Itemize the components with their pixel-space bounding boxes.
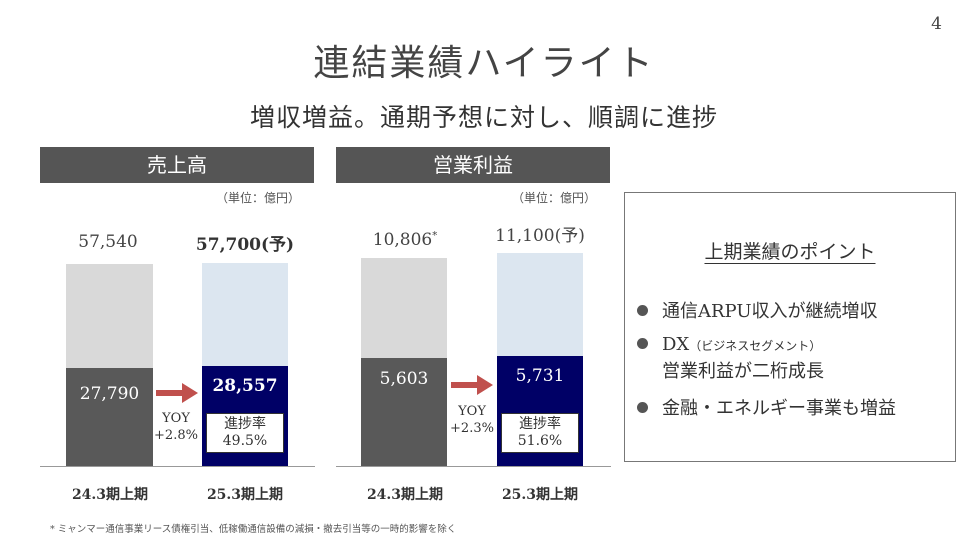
point-item-1: 通信ARPU収入が継続増収 [637,297,878,323]
op-income-prior-total-note: * [432,230,438,242]
op-income-progress-value: 51.6% [517,433,563,449]
sales-prior-h1-bar [66,368,153,466]
op-income-growth-arrow-icon [451,375,493,395]
sales-current-label: 25.3期上期 [206,487,284,503]
op-income-header: 営業利益 [336,147,610,183]
sales-prior-label: 24.3期上期 [71,487,149,503]
op-income-prior-h1-value: 5,603 [379,369,429,389]
page-subtitle: 増収増益。通期予想に対し、順調に進捗 [249,103,718,132]
sales-baseline [40,466,315,467]
op-income-progress-label: 進捗率 [519,416,561,432]
point-item-2: DX（ビジネスセグメント） 営業利益が二桁成長 [637,334,824,383]
sales-progress-value: 49.5% [222,433,268,449]
sales-prior-total: 57,540 [78,232,138,252]
op-income-yoy: YOY +2.3% [446,403,498,437]
op-income-prior-label: 24.3期上期 [366,487,444,503]
sales-header: 売上高 [40,147,314,183]
sales-progress-label: 進捗率 [224,416,266,432]
footnote: * ミャンマー通信事業リース債権引当、低稼働通信設備の減損・撤去引当等の一時的影… [50,524,457,535]
sales-growth-arrow-icon [156,383,198,403]
point-item-3: 金融・エネルギー事業も増益 [637,394,896,420]
op-income-unit-label: （単位：億円） [512,191,597,205]
op-income-current-total: 11,100(予) [495,226,585,246]
point-item-3-text: 金融・エネルギー事業も増益 [662,398,896,419]
op-income-current-label: 25.3期上期 [501,487,579,503]
bullet-icon [637,401,648,413]
point-item-2-text: DX [662,334,690,355]
sales-yoy-value: +2.8% [154,428,198,443]
op-income-yoy-label: YOY [458,404,486,419]
bullet-icon [637,337,648,349]
sales-yoy: YOY +2.8% [150,410,202,444]
bullet-icon [637,304,648,316]
h1-points-title: 上期業績のポイント [704,241,876,263]
sales-yoy-label: YOY [162,411,190,426]
sales-progress-box: 進捗率 49.5% [206,413,284,453]
page-title: 連結業績ハイライト [313,43,655,84]
point-item-1-text: 通信ARPU収入が継続増収 [662,301,878,322]
sales-prior-h1-value: 27,790 [79,384,140,404]
sales-current-h1-value: 28,557 [212,376,278,396]
h1-points-panel: 上期業績のポイント 通信ARPU収入が継続増収 DX（ビジネスセグメント） 営業… [624,192,956,462]
sales-current-total: 57,700(予) [195,235,295,255]
op-income-prior-total: 10,806* [355,230,455,250]
op-income-prior-h1-bar [361,358,447,466]
op-income-baseline [336,466,611,467]
point-item-2-line2: 営業利益が二桁成長 [662,361,824,382]
sales-unit-label: （単位：億円） [216,191,301,205]
page-number: 4 [931,14,942,34]
point-item-2-note: （ビジネスセグメント） [689,339,822,353]
op-income-yoy-value: +2.3% [450,421,494,436]
op-income-progress-box: 進捗率 51.6% [501,413,579,453]
op-income-current-h1-value: 5,731 [515,366,565,386]
op-income-prior-total-value: 10,806 [372,230,433,250]
